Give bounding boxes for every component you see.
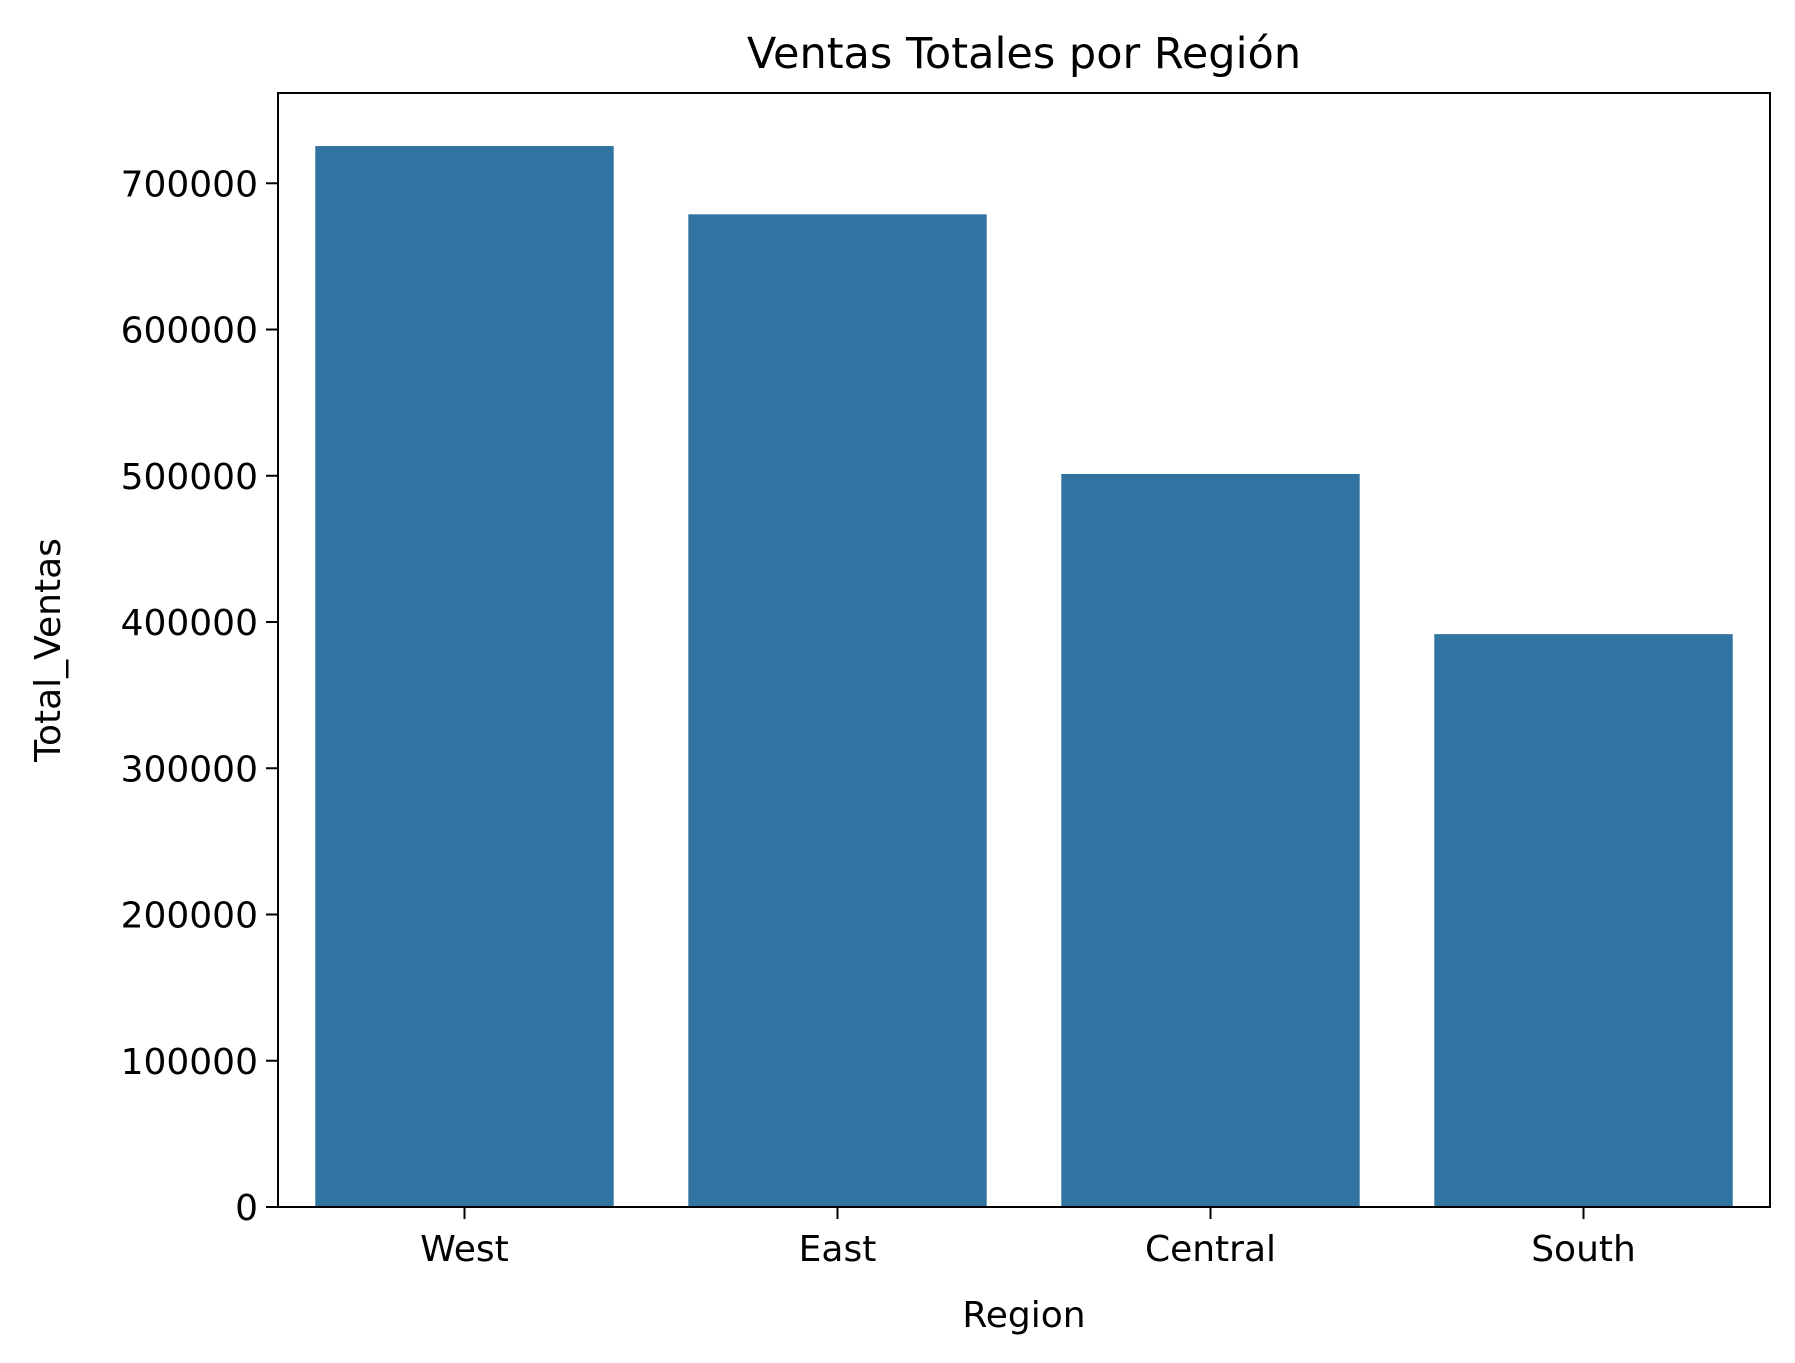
bar-west <box>315 146 614 1208</box>
y-axis-title: Total_Ventas <box>28 538 69 763</box>
x-tick-label: South <box>1531 1229 1636 1270</box>
bar-central <box>1061 473 1360 1207</box>
y-tick-label: 600000 <box>121 311 258 352</box>
x-tick-label: West <box>420 1229 509 1270</box>
y-tick-label: 300000 <box>121 749 258 790</box>
bars-group <box>315 146 1733 1208</box>
x-tick-label: East <box>799 1229 877 1270</box>
y-tick-label: 100000 <box>121 1042 258 1083</box>
y-tick-label: 200000 <box>121 896 258 937</box>
x-axis: West East Central South <box>420 1207 1636 1270</box>
y-tick-label: 400000 <box>121 603 258 644</box>
x-tick-label: Central <box>1145 1229 1276 1270</box>
y-tick-label: 0 <box>235 1188 258 1229</box>
bar-south <box>1434 634 1733 1207</box>
bar-east <box>688 214 987 1208</box>
y-tick-label: 500000 <box>121 457 258 498</box>
plot-area-frame <box>277 92 1771 1208</box>
chart-title: Ventas Totales por Región <box>747 29 1301 79</box>
x-axis-title: Region <box>962 1295 1085 1336</box>
y-tick-label: 700000 <box>121 164 258 205</box>
y-axis: 0 100000 200000 300000 400000 500000 600000 700… <box>121 164 278 1229</box>
